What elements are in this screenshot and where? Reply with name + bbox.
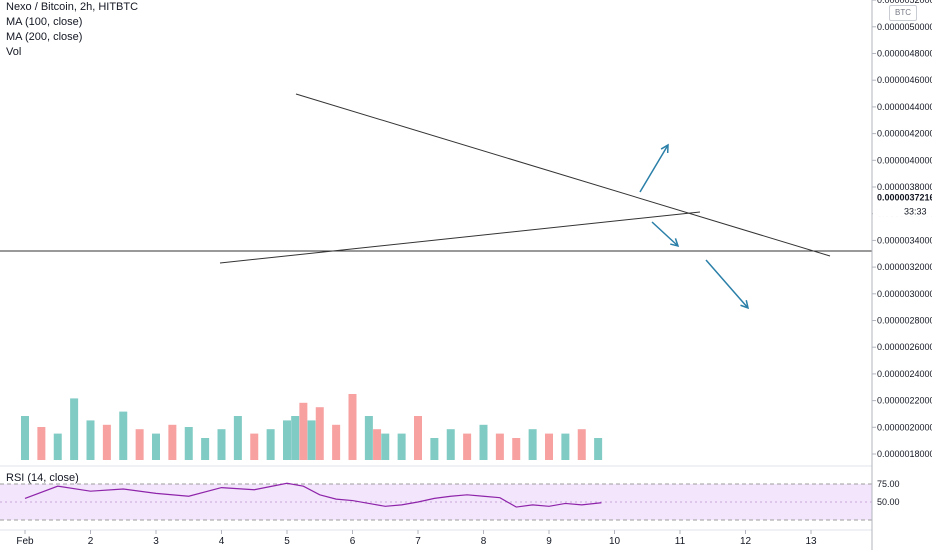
- countdown-bg: [873, 205, 932, 217]
- rsi-axis-label: 50.00: [877, 497, 900, 507]
- volume-bar: [332, 424, 341, 460]
- time-label: 10: [609, 536, 621, 547]
- volume-bar: [37, 427, 46, 460]
- time-label: 4: [219, 536, 225, 547]
- up-arrow: [639, 144, 669, 193]
- volume-bar: [86, 420, 95, 460]
- ma200-legend[interactable]: MA (200, close): [6, 31, 83, 43]
- volume-bar: [119, 411, 128, 460]
- time-label: Feb: [16, 536, 34, 547]
- volume-bar: [233, 416, 242, 460]
- down-arrow-1: [651, 221, 679, 247]
- ma100-legend[interactable]: MA (100, close): [6, 16, 83, 28]
- price-label: 0.0000042000: [877, 129, 932, 139]
- volume-bar: [168, 424, 177, 460]
- price-label: 0.0000046000: [877, 75, 932, 85]
- time-label: 12: [740, 536, 752, 547]
- ascending-trendline: [219, 211, 701, 264]
- current-price-bg: [873, 191, 932, 203]
- volume-bar: [315, 407, 324, 460]
- time-label: 8: [481, 536, 487, 547]
- volume-bar: [217, 429, 226, 460]
- price-label: 0.0000050000: [877, 22, 932, 32]
- volume-bar: [397, 433, 406, 460]
- currency-badge[interactable]: BTC: [889, 5, 917, 21]
- price-label: 0.0000048000: [877, 49, 932, 59]
- up-arrow-head: [660, 143, 669, 154]
- down-arrow-2-head: [740, 300, 750, 310]
- price-label: 0.0000026000: [877, 342, 932, 352]
- volume-bar: [283, 420, 291, 460]
- price-label: 0.0000034000: [877, 235, 932, 245]
- down-arrow-1-head: [670, 238, 680, 248]
- price-label: 0.0000040000: [877, 155, 932, 165]
- price-label: 0.0000038000: [877, 182, 932, 192]
- time-label: 2: [88, 536, 94, 547]
- volume-bar: [307, 420, 316, 460]
- volume-bar: [373, 429, 382, 460]
- price-label: 0.0000030000: [877, 289, 932, 299]
- volume-bar: [561, 433, 570, 460]
- volume-bar: [348, 394, 357, 460]
- volume-bar: [430, 438, 439, 460]
- volume-bar: [53, 433, 62, 460]
- volume-bar: [184, 427, 193, 460]
- time-label: 9: [546, 536, 552, 547]
- volume-bar: [266, 429, 275, 460]
- volume-bar: [299, 402, 308, 460]
- price-label: 0.0000020000: [877, 422, 932, 432]
- volume-bar: [463, 433, 472, 460]
- volume-bar: [152, 433, 160, 460]
- volume-bar: [381, 433, 390, 460]
- descending-trendline: [295, 93, 831, 257]
- price-label: 0.0000018000: [877, 449, 932, 459]
- volume-bar: [414, 416, 422, 460]
- time-label: 3: [153, 536, 159, 547]
- volume-bar: [479, 424, 488, 460]
- volume-bar: [291, 416, 300, 460]
- volume-bars: [21, 394, 603, 460]
- time-label: 5: [284, 536, 290, 547]
- time-label: 6: [350, 536, 356, 547]
- volume-bar: [528, 429, 537, 460]
- time-label: 7: [415, 536, 421, 547]
- down-arrow-2: [705, 259, 749, 309]
- rsi-line: [24, 482, 602, 508]
- countdown-label: 33:33: [904, 206, 927, 216]
- volume-bar: [102, 424, 111, 460]
- volume-bar: [201, 438, 210, 460]
- time-label: 11: [675, 536, 686, 547]
- volume-bar: [545, 433, 553, 460]
- rsi-axis-label: 75.00: [877, 479, 900, 489]
- price-label: 0.0000028000: [877, 316, 932, 326]
- volume-bar: [250, 433, 259, 460]
- price-label: 0.0000052000: [877, 0, 932, 5]
- volume-bar: [21, 416, 29, 460]
- drawing-tools: [0, 93, 872, 310]
- volume-bar: [495, 433, 504, 460]
- time-label: 13: [805, 536, 817, 547]
- volume-bar: [577, 429, 586, 460]
- volume-bar: [512, 438, 521, 460]
- current-price-label: 0.0000037216: [877, 192, 932, 202]
- price-label: 0.0000044000: [877, 102, 932, 112]
- chart-legend: Nexo / Bitcoin, 2h, HITBTC MA (100, clos…: [6, 0, 138, 60]
- volume-bar: [594, 438, 603, 460]
- volume-legend[interactable]: Vol: [6, 46, 22, 58]
- symbol-title[interactable]: Nexo / Bitcoin, 2h, HITBTC: [6, 1, 139, 13]
- volume-bar: [364, 416, 373, 460]
- volume-bar: [446, 429, 455, 460]
- price-label: 0.0000032000: [877, 262, 932, 272]
- rsi-pane: 75.00 50.00: [0, 479, 900, 521]
- rsi-legend[interactable]: RSI (14, close): [6, 472, 79, 484]
- price-label: 0.0000024000: [877, 369, 932, 379]
- price-label: 0.0000022000: [877, 396, 932, 406]
- volume-bar: [70, 398, 79, 460]
- volume-bar: [135, 429, 144, 460]
